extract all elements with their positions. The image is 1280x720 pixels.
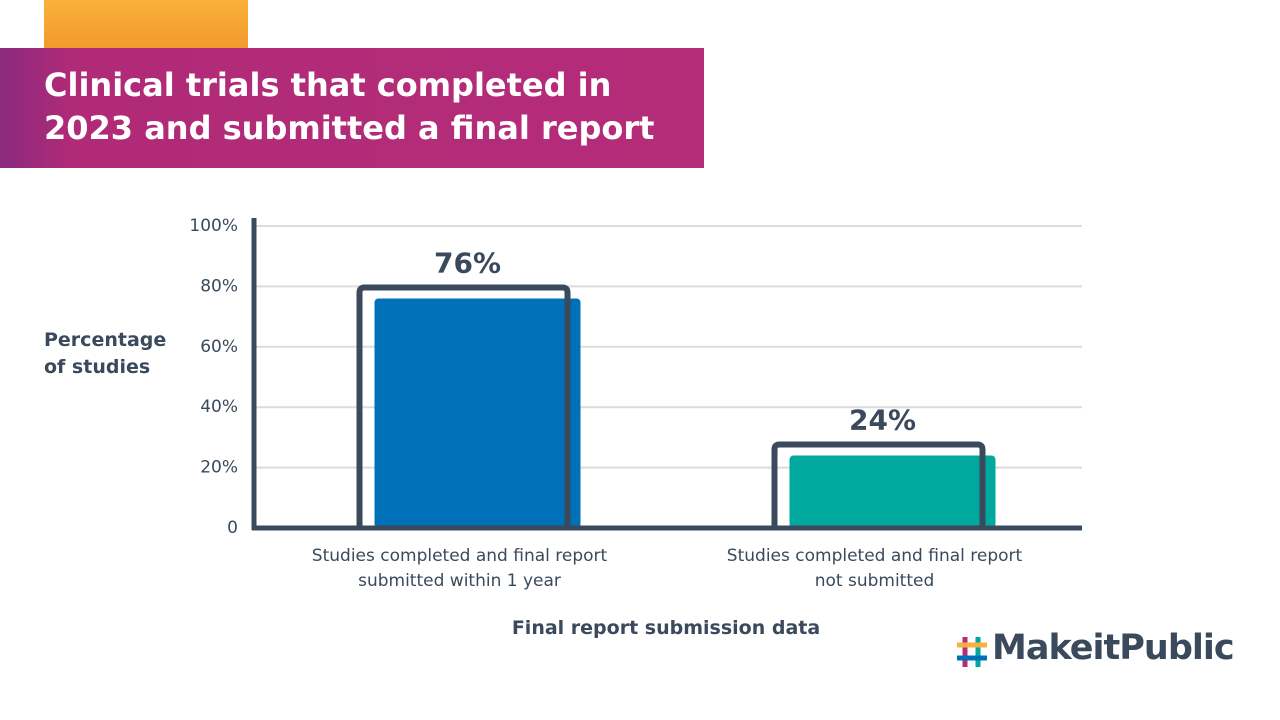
y-tick-label: 0: [227, 518, 238, 538]
logo: MakeitPublic: [992, 628, 1235, 668]
y-tick-label: 40%: [200, 397, 238, 417]
header-band: [0, 48, 704, 168]
header-accent: [44, 0, 248, 48]
bar: [374, 298, 581, 528]
bar-outline: [771, 441, 986, 528]
y-tick-label: 100%: [189, 216, 238, 236]
logo-icon: [957, 637, 987, 667]
chart-title: Clinical trials that completed in 2023 a…: [44, 66, 655, 147]
x-tick-label: Studies completed and final report not s…: [726, 546, 1023, 591]
y-axis-title: Percentage of studies: [44, 329, 167, 378]
x-tick-label: Studies completed and final report submi…: [311, 546, 608, 591]
x-axis-title: Final report submission data: [511, 617, 821, 639]
bar-outline: [356, 284, 571, 528]
bar: [789, 455, 996, 528]
value-label: 24%: [849, 404, 916, 437]
y-tick-label: 80%: [200, 276, 238, 296]
y-tick-label: 60%: [200, 337, 238, 357]
value-label: 76%: [434, 246, 501, 279]
y-tick-label: 20%: [200, 458, 238, 478]
